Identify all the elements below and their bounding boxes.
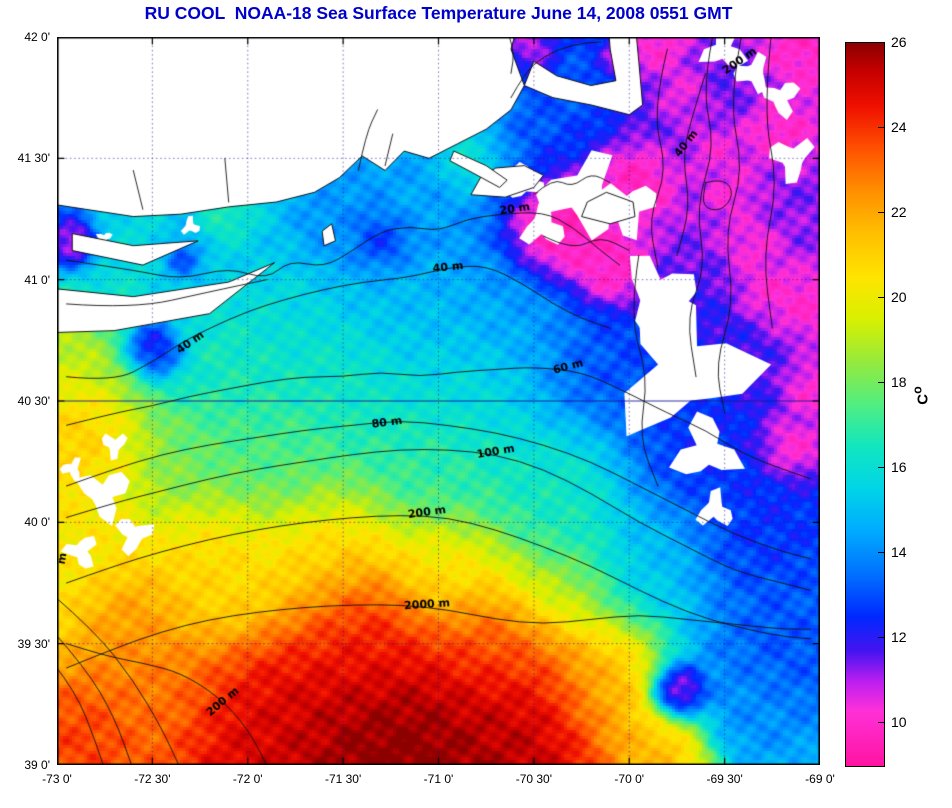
colorbar-tick-mark <box>878 212 884 214</box>
colorbar-tick-mark <box>878 722 884 724</box>
x-axis-tick-label: -72 0' <box>232 772 263 786</box>
colorbar-tick-label: 20 <box>891 289 907 306</box>
x-axis-tick-label: -69 30' <box>706 772 743 786</box>
y-axis-tick-label: 39 0' <box>24 758 50 772</box>
y-axis-tick-label: 41 0' <box>24 272 50 287</box>
colorbar-unit-text: C <box>914 393 932 405</box>
y-axis-tick-label: 42 0' <box>24 30 50 44</box>
x-axis-tick-label: -70 30' <box>515 772 553 786</box>
y-axis-tick-label: 40 30' <box>17 394 50 408</box>
colorbar-tick-mark <box>878 467 884 469</box>
colorbar-tick-mark <box>878 127 884 129</box>
colorbar-tick-mark <box>878 382 884 384</box>
y-axis-tick-label: 39 30' <box>17 636 50 651</box>
colorbar-tick-mark <box>878 552 884 554</box>
figure-title: RU COOL NOAA-18 Sea Surface Temperature … <box>144 3 733 23</box>
x-axis-tick-label: -71 30' <box>324 772 362 786</box>
colorbar-tick-label: 24 <box>891 119 907 136</box>
colorbar-tick-label: 18 <box>891 374 907 391</box>
x-axis-tick-label: -73 0' <box>42 772 72 786</box>
x-axis-tick-label: -71 0' <box>423 772 454 786</box>
colorbar-unit-superscript: o <box>910 386 925 394</box>
x-axis-tick-label: -69 0' <box>805 772 835 786</box>
colorbar-tick-label: 10 <box>891 714 907 731</box>
colorbar-tick-label: 16 <box>891 459 907 476</box>
colorbar-tick-mark <box>878 637 884 639</box>
colorbar-tick-label: 12 <box>891 629 907 646</box>
colorbar <box>845 42 885 767</box>
y-axis-tick-label: 41 30' <box>17 151 50 166</box>
y-axis-tick-label: 40 0' <box>24 515 50 530</box>
colorbar-tick-mark <box>878 297 884 299</box>
colorbar-tick-label: 14 <box>891 544 907 561</box>
colorbar-tick-mark <box>878 42 884 43</box>
colorbar-unit-label: Co <box>911 386 932 404</box>
x-axis-tick-label: -72 30' <box>134 772 171 786</box>
sst-map-canvas <box>57 37 820 765</box>
colorbar-tick-label: 26 <box>891 34 907 50</box>
x-axis-tick-label: -70 0' <box>614 772 645 786</box>
colorbar-tick-label: 22 <box>891 204 907 221</box>
